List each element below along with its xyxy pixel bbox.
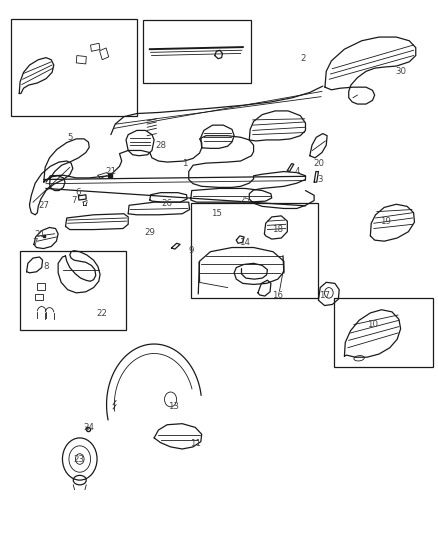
Text: 2: 2 [300, 54, 306, 63]
Text: 23: 23 [73, 455, 84, 464]
Text: 5: 5 [67, 133, 73, 142]
Text: 8: 8 [43, 262, 49, 271]
Text: 26: 26 [162, 199, 173, 208]
Text: 24: 24 [84, 423, 95, 432]
Text: 7: 7 [71, 196, 77, 205]
Text: 25: 25 [240, 196, 251, 205]
Bar [37, 284, 45, 290]
Bar [76, 55, 86, 64]
Text: 16: 16 [272, 291, 283, 300]
Text: 28: 28 [155, 141, 166, 150]
Text: 15: 15 [212, 209, 223, 218]
Bar [11, 19, 137, 116]
Text: 7: 7 [32, 238, 38, 247]
Text: 6: 6 [76, 188, 81, 197]
Text: 11: 11 [190, 439, 201, 448]
Text: 29: 29 [145, 228, 155, 237]
Bar [143, 20, 251, 83]
Bar [91, 43, 100, 51]
Text: 4: 4 [294, 167, 300, 176]
Text: 10: 10 [367, 320, 378, 329]
Text: 13: 13 [168, 402, 179, 411]
Text: 18: 18 [272, 225, 283, 234]
Text: 27: 27 [39, 201, 49, 211]
Bar [334, 298, 433, 367]
Text: 30: 30 [395, 67, 406, 76]
Text: 21: 21 [34, 230, 45, 239]
Bar [20, 251, 126, 330]
Text: 1: 1 [182, 159, 187, 168]
Text: 9: 9 [188, 246, 194, 255]
Text: 17: 17 [319, 291, 330, 300]
Bar [99, 48, 109, 60]
Bar [191, 203, 318, 298]
Text: 14: 14 [240, 238, 251, 247]
Text: 22: 22 [97, 310, 108, 319]
Text: 3: 3 [318, 175, 323, 184]
Text: 20: 20 [313, 159, 324, 168]
Bar [35, 294, 43, 300]
Text: 21: 21 [106, 167, 117, 176]
Text: 19: 19 [380, 217, 391, 226]
